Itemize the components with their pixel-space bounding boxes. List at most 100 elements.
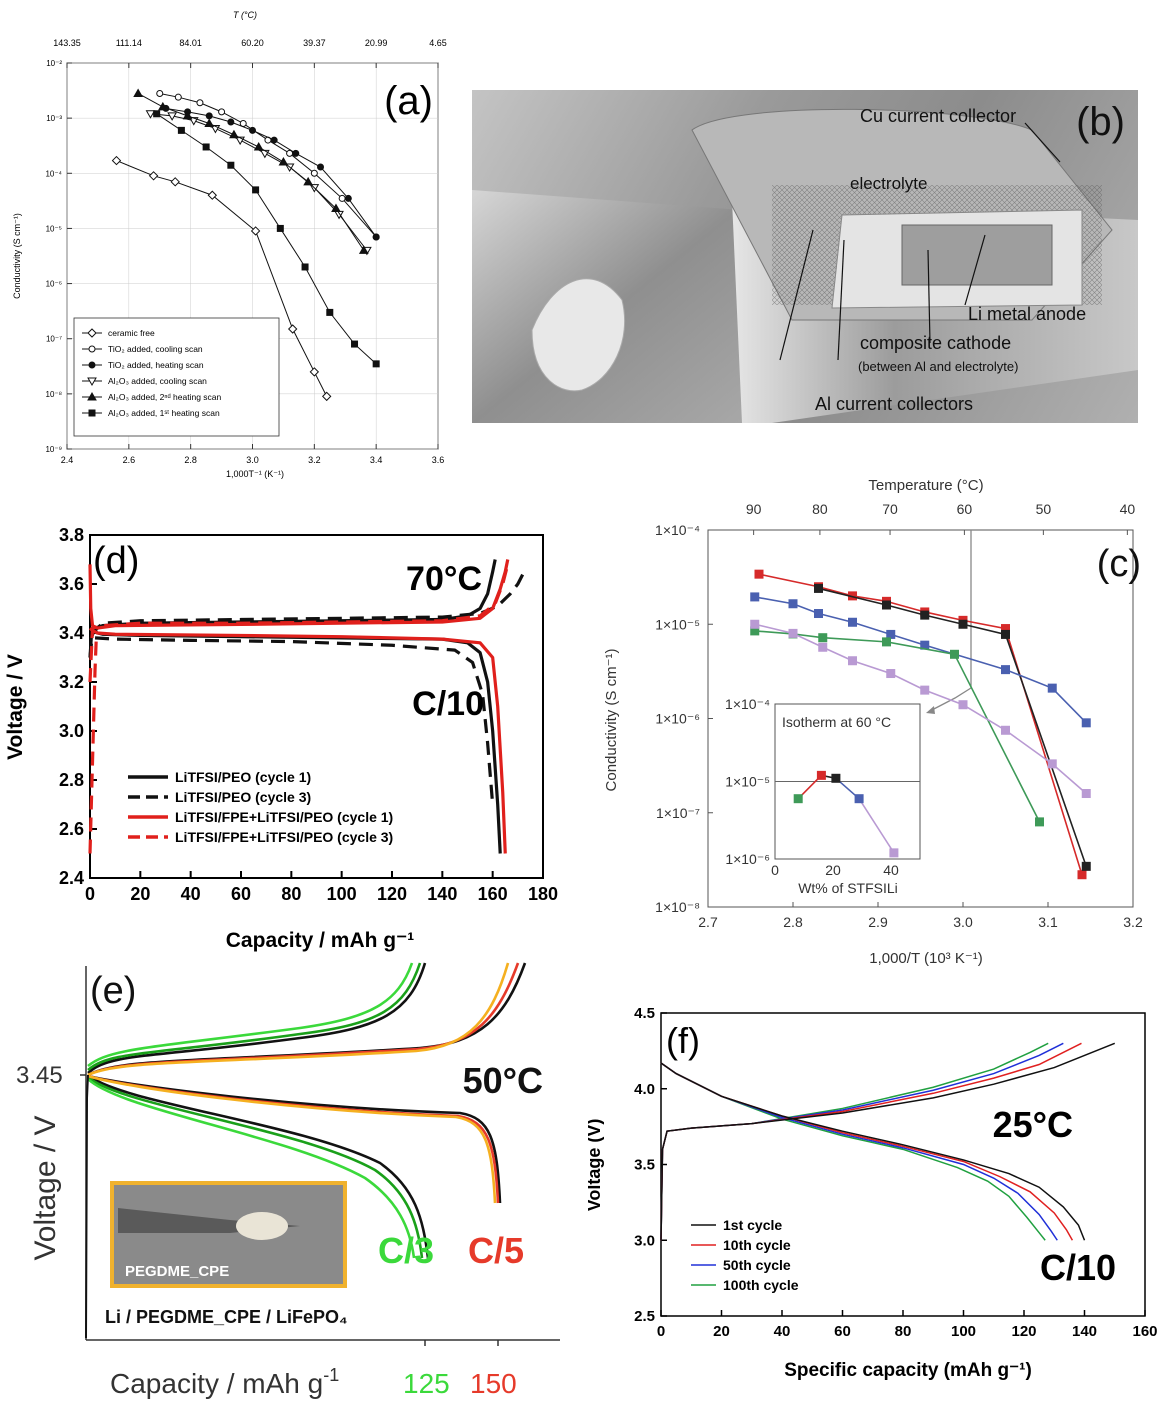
panel-c-data-point [848, 656, 857, 666]
panel-c-inset-point [831, 773, 841, 783]
panel-a-series-0 [111, 155, 332, 402]
panel-a-x-tick: 2.4 [61, 455, 74, 465]
panel-f-x-tick: 20 [713, 1323, 730, 1340]
panel-c-data-point [1047, 683, 1057, 693]
panel-f-x-tick: 120 [1011, 1323, 1036, 1340]
panel-c-data-point [920, 610, 930, 620]
panel-d-x-tick: 0 [85, 884, 95, 904]
panel-c-data-point [788, 628, 798, 638]
panel-d-x-tick: 80 [281, 884, 301, 904]
panel-c-inset-point [816, 770, 826, 780]
panel-b-annotations: Cu current collector electrolyte Li meta… [779, 100, 1125, 414]
panel-a-top-tick: 20.99 [365, 38, 388, 48]
panel-c-y-tick: 1×10⁻⁸ [655, 899, 700, 915]
panel-d-x-tick: 120 [377, 884, 407, 904]
panel-c-inset-point [793, 794, 803, 804]
panel-a-data-point [182, 110, 193, 120]
panel-a-legend-entry: Al₂O₃ added, 2ⁿᵈ heating scan [108, 392, 222, 402]
panel-c-series-line [754, 630, 1041, 823]
panel-d-label: (d) [93, 540, 139, 582]
panel-a: T (°C) 143.35 111.14 84.01 60.20 39.37 20.99 4… [0, 0, 470, 490]
panel-c-y-label: Conductivity (S cm⁻¹) [603, 649, 620, 792]
panel-a-series-line [159, 92, 377, 238]
panel-d-legend-entry: LiTFSI/FPE+LiTFSI/PEO (cycle 3) [175, 829, 393, 845]
panel-f-y-tick: 4.0 [634, 1081, 655, 1098]
panel-a-data-point [321, 391, 332, 402]
panel-a-series-line [156, 113, 377, 365]
panel-c-inset-y-tick: 1×10⁻⁵ [725, 774, 770, 790]
panel-f-x-label: Specific capacity (mAh g⁻¹) [784, 1360, 1032, 1381]
panel-a-data-point [218, 108, 226, 116]
panel-c-inset-title: Isotherm at 60 °C [782, 714, 891, 730]
panel-a-data-point [276, 224, 284, 232]
panel-c-data-point [750, 626, 760, 636]
panel-c: Temperature (°C) 2.7 2.8 2.9 3.0 3.1 3.2 1×10⁻… [588, 468, 1158, 973]
panel-c-data-point [848, 591, 857, 601]
panel-d-temperature: 70°C [406, 560, 482, 598]
panel-f-temperature: 25°C [993, 1104, 1073, 1145]
panel-c-y-tick: 1×10⁻⁷ [656, 805, 700, 821]
panel-d-x-tick: 160 [478, 884, 508, 904]
panel-a-data-point [133, 88, 143, 97]
panel-c-inset-x-tick: 20 [825, 862, 841, 878]
panel-a-legend-marker [87, 328, 97, 338]
panel-e-x-label: Capacity / mAh g-1 [110, 1365, 339, 1399]
panel-c-data-point [882, 637, 891, 647]
panel-f-y-tick: 3.0 [634, 1232, 655, 1249]
panel-f-y-tick: 3.5 [634, 1157, 655, 1174]
panel-d-legend-entry: LiTFSI/PEO (cycle 3) [175, 789, 311, 805]
panel-a-data-point [145, 110, 156, 119]
panel-a-data-point [207, 190, 218, 200]
panel-e-x-tick-150: 150 [470, 1368, 517, 1399]
panel-b: Cu current collector electrolyte Li meta… [470, 85, 1142, 425]
panel-a-y-tick: 10⁻² [46, 59, 62, 68]
panel-a-x-tick: 3.0 [246, 455, 259, 465]
panel-c-inset-x-label: Wt% of STFSILi [798, 880, 898, 896]
panel-e-inset-photo [110, 1181, 347, 1288]
panel-c-data-point [1001, 725, 1010, 735]
panel-c-data-point [1047, 759, 1057, 769]
panel-f-discharge-curve [660, 1062, 1086, 1241]
panel-a-y-tick: 10⁻⁴ [45, 169, 62, 178]
panel-e-discharge-curve-5 [87, 1074, 497, 1204]
battery-photo-drawing [472, 108, 1138, 423]
panel-c-data-point [886, 669, 896, 679]
panel-a-series-2 [162, 104, 380, 241]
panel-c-data-point [920, 640, 930, 650]
panel-f-y-tick: 4.5 [634, 1005, 655, 1022]
panel-d-y-tick: 3.6 [59, 574, 84, 594]
panel-a-top-tick: 143.35 [53, 38, 81, 48]
panel-f-charge-curve [660, 1042, 1116, 1241]
panel-a-data-point [156, 89, 164, 97]
panel-a-data-point [253, 141, 264, 151]
panel-c-series-1 [814, 583, 1091, 871]
panel-d-x-tick: 100 [327, 884, 357, 904]
panel-a-y-tick: 10⁻⁹ [45, 445, 62, 454]
panel-d-y-tick: 3.2 [59, 672, 84, 692]
panel-e-inset-label: PEGDME_CPE [125, 1263, 229, 1280]
panel-c-series-2 [750, 592, 1091, 728]
panel-a-x-tick: 2.8 [184, 455, 197, 465]
panel-a-data-point [111, 155, 122, 166]
panel-c-data-point [814, 583, 823, 593]
panel-c-data-point [750, 619, 760, 629]
panel-a-data-point [270, 136, 278, 144]
panel-c-top-tick: 80 [812, 501, 828, 517]
panel-d-y-label: Voltage / V [4, 654, 27, 760]
battery-photo [472, 90, 1138, 423]
panel-c-series-line [754, 623, 1087, 795]
panel-a-data-point [287, 324, 298, 334]
panel-a-data-point [148, 171, 159, 181]
panel-d-y-tick: 3.0 [59, 721, 84, 741]
panel-a-data-point [292, 149, 300, 157]
panel-c-x-tick: 2.8 [783, 914, 803, 930]
panel-d-y-tick: 3.8 [59, 525, 84, 545]
panel-a-y-tick: 10⁻⁶ [46, 280, 62, 289]
panel-c-data-point [950, 649, 959, 659]
panel-a-data-point [229, 129, 239, 139]
panel-a-y-tick: 10⁻⁷ [46, 335, 62, 344]
panel-a-series-4 [133, 88, 369, 254]
panel-c-top-tick: 60 [957, 501, 973, 517]
panel-b-label: (b) [1076, 100, 1125, 144]
panel-f-x-tick: 40 [774, 1323, 791, 1340]
